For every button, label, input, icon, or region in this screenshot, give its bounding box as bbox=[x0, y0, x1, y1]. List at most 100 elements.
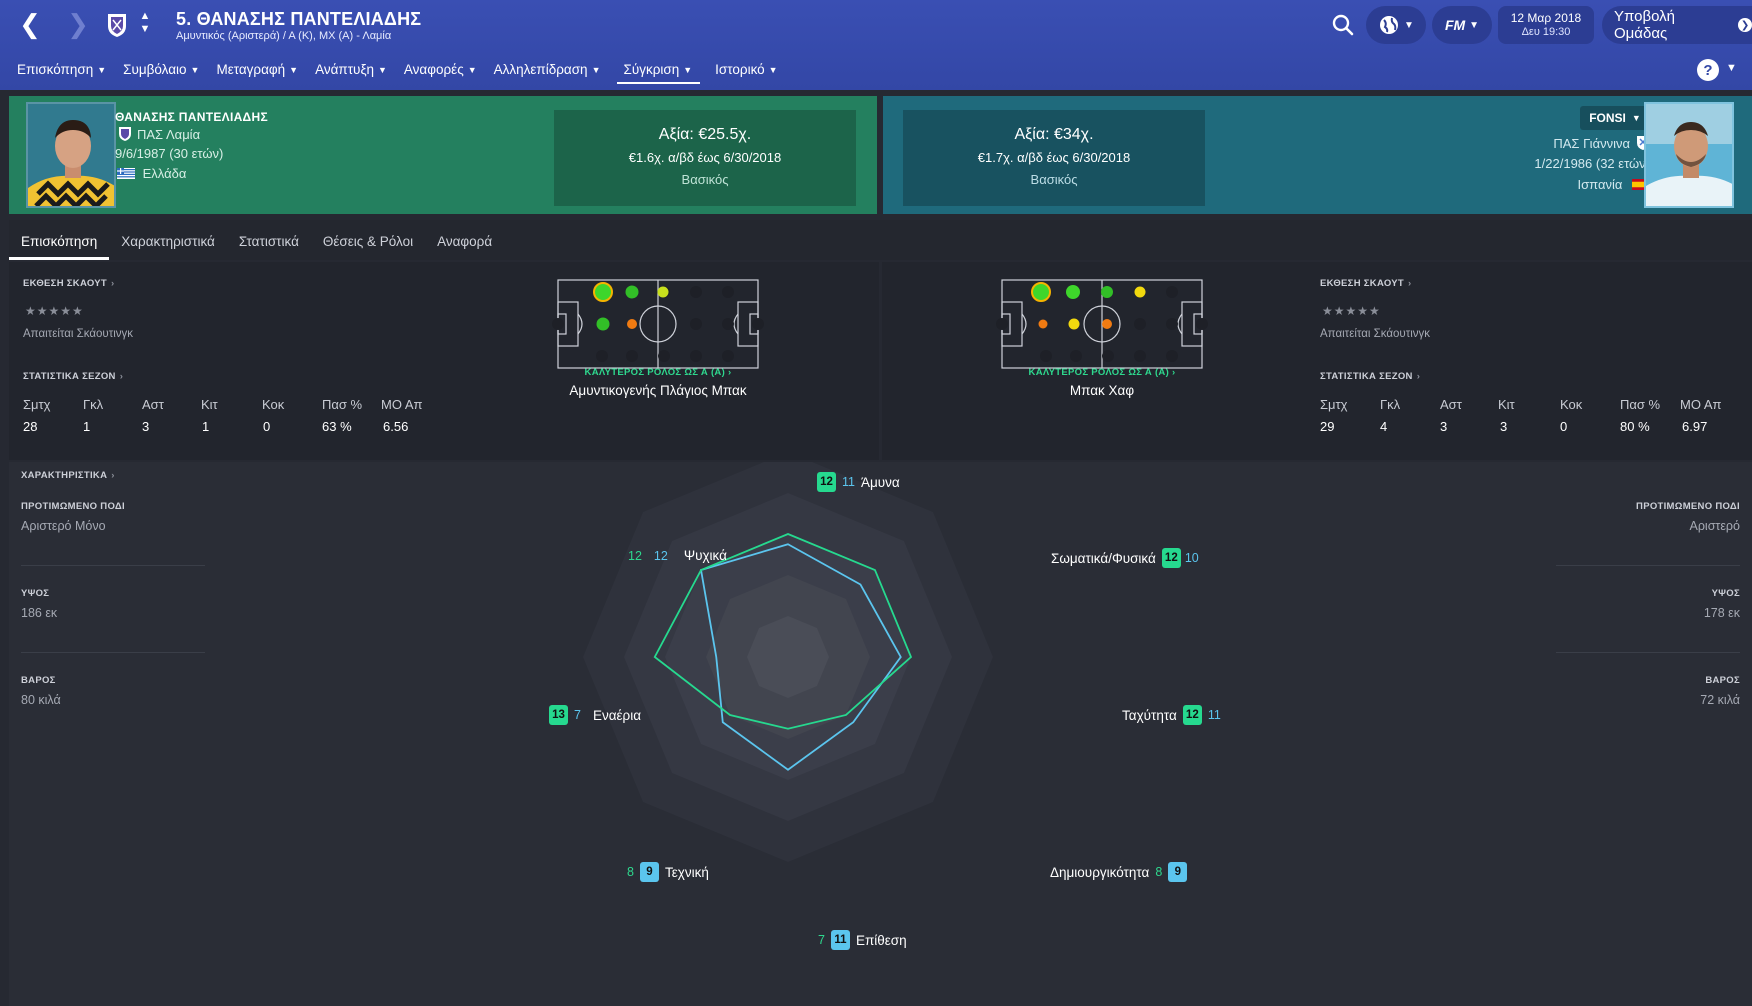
preferred-foot-label: ΠΡΟΤΙΜΩΜΕΝΟ ΠΟΔΙ bbox=[1636, 501, 1740, 512]
right-value: 7 bbox=[574, 708, 581, 722]
tab-comparison[interactable]: Σύγκριση ▼ bbox=[617, 56, 700, 86]
radar-rings bbox=[583, 462, 993, 862]
tab-history[interactable]: Ιστορικό ▼ bbox=[715, 56, 777, 86]
stat-header: Γκλ bbox=[83, 397, 104, 412]
current-time: Δευ 19:30 bbox=[1521, 26, 1571, 38]
left-value: 8 bbox=[627, 865, 634, 879]
season-stats-heading[interactable]: ΣΤΑΤΙΣΤΙΚΑ ΣΕΖΟΝ › bbox=[23, 371, 124, 382]
stat-value: 3 bbox=[1440, 419, 1448, 434]
stat-value: 63 % bbox=[322, 419, 352, 434]
compare-player-select[interactable]: FONSI ▼ bbox=[1580, 106, 1650, 130]
stat-header: Γκλ bbox=[1380, 397, 1401, 412]
radar-label-technique[interactable]: 8 9 Τεχνική bbox=[627, 862, 709, 882]
season-stats-heading[interactable]: ΣΤΑΤΙΣΤΙΚΑ ΣΕΖΟΝ › bbox=[1320, 371, 1421, 382]
stat-header: Σμτχ bbox=[23, 397, 51, 412]
greece-flag-icon bbox=[117, 168, 135, 179]
attributes-heading[interactable]: ΧΑΡΑΚΤΗΡΙΣΤΙΚΑ › bbox=[21, 470, 115, 481]
left-value: 8 bbox=[1155, 865, 1163, 879]
back-arrow-icon[interactable]: ❮ bbox=[19, 9, 41, 39]
positions-pitch[interactable] bbox=[996, 278, 1208, 370]
stat-header: Αστ bbox=[1440, 397, 1462, 412]
left-player-card: ΘΑΝΑΣΗΣ ΠΑΝΤΕΛΙΑΔΗΣ ΠΑΣ Λαμία 9/6/1987 (… bbox=[9, 96, 877, 214]
radar-label-defence[interactable]: 12 11 Άμυνα bbox=[817, 472, 900, 492]
player-club[interactable]: ΠΑΣ Γιάννινα bbox=[1553, 135, 1650, 151]
spain-flag-icon bbox=[1632, 179, 1650, 190]
category-label: Ταχύτητα bbox=[1122, 707, 1177, 723]
submit-team-button[interactable]: Υποβολή Ομάδας ❯ bbox=[1602, 6, 1752, 44]
tab-interaction[interactable]: Αλληλεπίδραση ▼ bbox=[494, 56, 601, 86]
tab-reports[interactable]: Αναφορές ▼ bbox=[404, 56, 477, 86]
player-wage: €1.7χ. α/βδ έως 6/30/2018 bbox=[977, 150, 1131, 165]
subtab-attributes[interactable]: Χαρακτηριστικά bbox=[121, 234, 215, 249]
scout-report-heading[interactable]: ΕΚΘΕΣΗ ΣΚΑΟΥΤ › bbox=[1320, 278, 1412, 289]
subtab-positions-roles[interactable]: Θέσεις & Ρόλοι bbox=[322, 234, 414, 249]
up-down-chevron-icon[interactable]: ▲ ▼ bbox=[139, 10, 151, 35]
club-name: ΠΑΣ Λαμία bbox=[137, 127, 201, 142]
right-value: 12 bbox=[653, 548, 668, 563]
stat-header: Αστ bbox=[142, 397, 164, 412]
right-overview-panel: ΚΑΛΥΤΕΡΟΣ ΡΟΛΟΣ ΩΣ Α (Α) › Μπακ Χαφ ΕΚΘΕ… bbox=[882, 262, 1752, 460]
help-icon[interactable]: ? bbox=[1697, 59, 1719, 81]
player-value: Αξία: €25.5χ. bbox=[658, 126, 752, 143]
subtab-stats[interactable]: Στατιστικά bbox=[238, 234, 299, 249]
category-label: Άμυνα bbox=[860, 474, 900, 490]
right-value: 10 bbox=[1184, 551, 1199, 565]
globe-menu-button[interactable]: ▼ bbox=[1366, 6, 1426, 44]
best-role-heading[interactable]: ΚΑΛΥΤΕΡΟΣ ΡΟΛΟΣ ΩΣ Α (Α) › bbox=[1028, 367, 1176, 378]
radar-label-creativity[interactable]: Δημιουργικότητα 8 9 bbox=[1050, 862, 1188, 882]
scouting-required-text: Απαιτείται Σκάουτινγκ bbox=[1320, 328, 1431, 340]
nation-name: Ισπανία bbox=[1577, 177, 1623, 192]
subtab-report[interactable]: Αναφορά bbox=[437, 234, 493, 249]
stat-header: Κοκ bbox=[262, 397, 285, 412]
fm-menu-button[interactable]: FM ▼ bbox=[1432, 6, 1492, 44]
player-nation[interactable]: Ισπανία bbox=[1578, 177, 1650, 192]
top-header: ❮ ❯ ▲ ▼ 5. ΘΑΝΑΣΗΣ ΠΑΝΤΕΛΙΑΔΗΣ Αμυντικός … bbox=[0, 0, 1752, 90]
tab-overview[interactable]: Επισκόπηση ▼ bbox=[17, 56, 106, 86]
chevron-down-icon: ▼ bbox=[378, 65, 387, 75]
radar-label-speed[interactable]: Ταχύτητα 12 11 bbox=[1122, 705, 1221, 725]
stat-value: 80 % bbox=[1620, 419, 1650, 434]
squad-status: Βασικός bbox=[1030, 172, 1078, 187]
weight-label: ΒΑΡΟΣ bbox=[1705, 675, 1740, 686]
stat-value: 28 bbox=[23, 419, 38, 434]
club-badge-icon bbox=[108, 14, 126, 37]
positions-pitch[interactable] bbox=[552, 278, 764, 370]
left-value: 7 bbox=[818, 933, 825, 947]
stat-value: 1 bbox=[83, 419, 91, 434]
best-role-heading[interactable]: ΚΑΛΥΤΕΡΟΣ ΡΟΛΟΣ ΩΣ Α (Α) › bbox=[584, 367, 732, 378]
stat-header: Πασ % bbox=[1620, 397, 1661, 412]
tab-development[interactable]: Ανάπτυξη ▼ bbox=[315, 56, 387, 86]
stat-value: 4 bbox=[1380, 419, 1388, 434]
divider bbox=[21, 652, 205, 653]
height-label: ΥΨΟΣ bbox=[1711, 588, 1740, 599]
stat-value: 6.56 bbox=[383, 419, 409, 434]
tab-transfer[interactable]: Μεταγραφή ▼ bbox=[216, 56, 298, 86]
search-icon[interactable] bbox=[1330, 12, 1356, 38]
player-name: FONSI bbox=[1589, 111, 1626, 125]
chevron-down-icon[interactable]: ▼ bbox=[1726, 62, 1737, 74]
scout-report-heading[interactable]: ΕΚΘΕΣΗ ΣΚΑΟΥΤ › bbox=[23, 278, 115, 289]
radar-label-aerial[interactable]: 13 7 Εναέρια bbox=[549, 705, 641, 725]
category-label: Σωματικά/Φυσικά bbox=[1051, 550, 1156, 566]
stat-value: 1 bbox=[202, 419, 210, 434]
player-club[interactable]: ΠΑΣ Λαμία bbox=[118, 126, 200, 142]
player-nation[interactable]: Ελλάδα bbox=[117, 166, 186, 181]
tab-label: Αναφορές bbox=[403, 62, 464, 77]
radar-label-attack[interactable]: 7 11 Επίθεση bbox=[818, 930, 907, 950]
fm-logo: FM bbox=[1444, 17, 1466, 33]
right-value: 11 bbox=[842, 475, 855, 489]
player-photo-illustration bbox=[28, 104, 114, 206]
radar-ring bbox=[747, 616, 829, 698]
tab-contract[interactable]: Συμβόλαιο ▼ bbox=[123, 56, 199, 86]
subtab-overview[interactable]: Επισκόπηση bbox=[9, 220, 110, 260]
tab-label: Επισκόπηση bbox=[17, 62, 94, 77]
radar-label-mental[interactable]: 12 12 Ψυχικά bbox=[628, 548, 727, 563]
date-display[interactable]: 12 Μαρ 2018 Δευ 19:30 bbox=[1498, 6, 1594, 44]
best-role-name: Αμυντικογενής Πλάγιος Μπακ bbox=[569, 383, 747, 398]
tab-label: Αλληλεπίδραση bbox=[493, 62, 588, 77]
club-name: ΠΑΣ Γιάννινα bbox=[1553, 136, 1630, 151]
page-subtitle: Αμυντικός (Αριστερά) / Α (Κ), ΜΧ (Α) - Λ… bbox=[176, 30, 392, 42]
radar-label-physical[interactable]: Σωματικά/Φυσικά 12 10 bbox=[1051, 548, 1199, 568]
forward-arrow-icon[interactable]: ❯ bbox=[67, 9, 89, 39]
category-label: Δημιουργικότητα bbox=[1050, 864, 1150, 880]
